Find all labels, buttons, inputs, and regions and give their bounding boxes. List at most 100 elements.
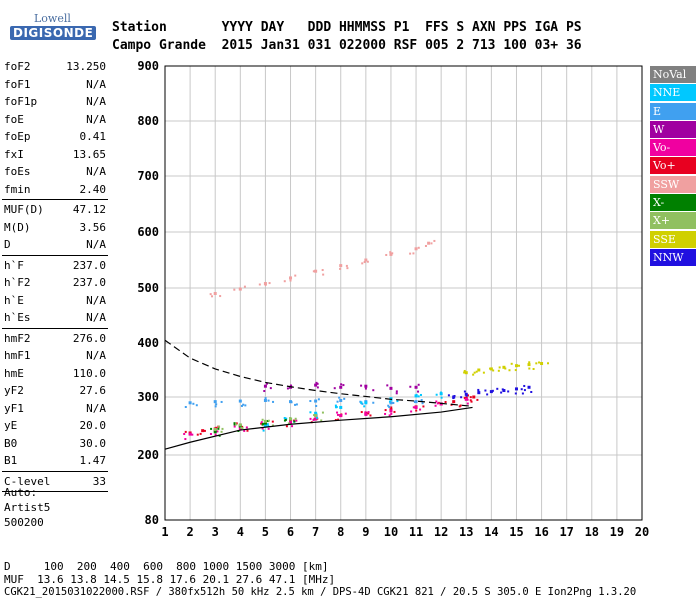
data-point <box>220 400 223 403</box>
y-tick-label: 80 <box>145 513 159 527</box>
data-point <box>213 400 217 404</box>
data-point <box>336 413 339 416</box>
data-point <box>504 367 507 370</box>
x-tick-label: 1 <box>161 525 168 539</box>
data-point <box>476 398 479 401</box>
data-point <box>361 262 364 265</box>
data-point <box>233 288 236 291</box>
data-point <box>235 422 238 425</box>
data-point <box>527 385 531 389</box>
data-point <box>295 403 298 406</box>
y-tick-label: 300 <box>137 390 159 404</box>
data-point <box>447 394 450 397</box>
param-label: hmF1 <box>4 349 31 362</box>
data-point <box>452 397 455 400</box>
data-point <box>523 389 526 392</box>
param-row: yF2 27.6 <box>2 382 108 400</box>
data-point <box>367 411 370 414</box>
param-value: N/A <box>86 95 106 108</box>
param-value: N/A <box>86 112 106 126</box>
x-tick-label: 4 <box>237 525 244 539</box>
y-tick-label: 900 <box>137 59 159 73</box>
data-point <box>466 402 469 405</box>
data-point <box>388 400 391 403</box>
data-point <box>440 396 443 399</box>
data-point <box>510 362 513 365</box>
data-point <box>440 391 443 394</box>
param-row: foEs N/A <box>2 163 108 181</box>
data-point <box>464 392 468 396</box>
param-label: MUF(D) <box>4 203 44 216</box>
data-point <box>233 422 236 425</box>
param-label: fmin <box>4 182 31 196</box>
auto-label: Auto: <box>4 486 38 499</box>
param-label: M(D) <box>4 220 31 234</box>
data-point <box>391 252 394 255</box>
param-value: 33 <box>92 474 106 488</box>
data-point <box>386 384 389 387</box>
data-point <box>414 385 418 389</box>
data-point <box>267 427 270 430</box>
data-point <box>489 367 492 370</box>
data-point <box>287 422 290 425</box>
param-row: B1 1.47 <box>2 452 108 470</box>
data-point <box>497 369 500 372</box>
param-value: 3.56 <box>79 220 107 234</box>
param-label: C-level <box>4 474 51 488</box>
data-point <box>271 424 274 427</box>
data-point <box>498 366 501 369</box>
data-point <box>338 396 341 399</box>
data-point <box>465 394 468 397</box>
param-row: B0 30.0 <box>2 435 108 453</box>
y-tick-label: 800 <box>137 114 159 128</box>
param-value: 20.0 <box>79 419 107 432</box>
data-point <box>520 388 523 391</box>
plot-frame <box>164 65 643 521</box>
data-point <box>290 401 293 404</box>
data-point <box>339 267 342 270</box>
data-point <box>477 391 481 395</box>
header-values: Campo Grande 2015 Jan31 031 022000 RSF 0… <box>112 38 582 53</box>
data-point <box>289 417 293 421</box>
param-separator <box>2 254 108 256</box>
data-point <box>390 406 393 409</box>
data-point <box>339 264 343 268</box>
data-point <box>312 418 315 421</box>
data-point <box>285 425 288 428</box>
data-point <box>261 427 264 430</box>
data-point <box>439 392 443 396</box>
data-point <box>345 264 348 267</box>
legend-item: W <box>650 120 696 138</box>
data-point <box>496 387 499 390</box>
param-value: 30.0 <box>79 436 107 450</box>
data-point <box>502 389 506 393</box>
data-point <box>384 409 387 412</box>
data-point <box>261 418 264 421</box>
legend-item: NoVal <box>650 66 696 83</box>
param-label: fxI <box>4 147 24 161</box>
param-value: N/A <box>86 293 106 307</box>
data-point <box>343 397 346 400</box>
data-point <box>360 402 363 405</box>
data-point <box>363 261 366 264</box>
x-tick-label: 14 <box>484 525 498 539</box>
param-value: N/A <box>86 401 106 415</box>
data-point <box>316 416 319 419</box>
legend-item: NNW <box>650 248 696 266</box>
param-row: h`F2 237.0 <box>2 274 108 292</box>
data-point <box>363 405 366 408</box>
param-value: 13.250 <box>66 60 106 73</box>
data-point <box>527 363 531 367</box>
data-point <box>521 392 524 395</box>
data-point <box>415 393 418 396</box>
data-point <box>389 386 393 390</box>
x-tick-label: 19 <box>610 525 624 539</box>
param-value: 276.0 <box>72 331 106 345</box>
param-value: N/A <box>86 77 106 91</box>
data-point <box>413 400 416 403</box>
data-point <box>315 381 318 384</box>
param-row: foF1 N/A <box>2 76 108 94</box>
data-point <box>514 364 518 368</box>
data-point <box>434 404 437 407</box>
param-value: N/A <box>86 165 106 178</box>
